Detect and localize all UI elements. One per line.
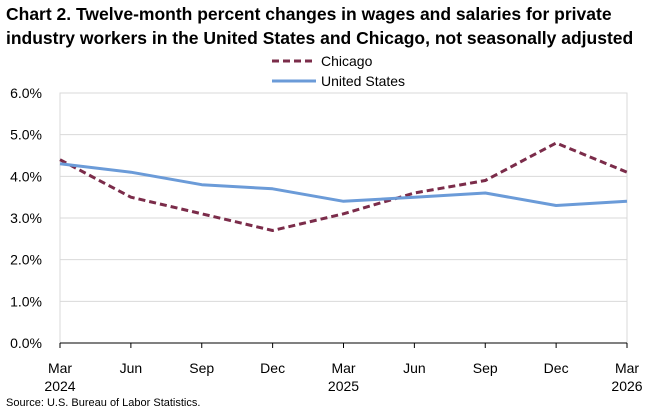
x-tick-label: Jun: [120, 360, 143, 376]
legend-label: United States: [321, 73, 405, 89]
x-tick-year-label: 2026: [611, 378, 642, 394]
x-tick-label: Mar: [331, 360, 355, 376]
chart-title-line-1: Chart 2. Twelve-month percent changes in…: [6, 4, 612, 24]
source-note: Source: U.S. Bureau of Labor Statistics.: [6, 397, 201, 409]
x-tick-label: Jun: [403, 360, 426, 376]
y-tick-label: 0.0%: [10, 335, 42, 351]
series-line-united-states: [59, 162, 628, 207]
y-tick-label: 2.0%: [10, 252, 42, 268]
x-tick-year-label: 2025: [328, 378, 359, 394]
chart-title-line-2: industry workers in the United States an…: [6, 28, 634, 48]
y-tick-label: 4.0%: [10, 168, 42, 184]
x-tick-label: Dec: [544, 360, 569, 376]
x-tick-label: Mar: [615, 360, 639, 376]
x-tick-label: Sep: [189, 360, 214, 376]
x-tick-label: Mar: [48, 360, 72, 376]
y-tick-label: 3.0%: [10, 210, 42, 226]
x-tick-year-label: 2024: [44, 378, 75, 394]
legend-label: Chicago: [321, 53, 373, 69]
series-line-chicago: [59, 141, 628, 232]
chart-title: Chart 2. Twelve-month percent changes in…: [6, 2, 661, 50]
y-tick-label: 1.0%: [10, 293, 42, 309]
y-tick-label: 5.0%: [10, 127, 42, 143]
x-tick-label: Sep: [473, 360, 498, 376]
y-tick-label: 6.0%: [10, 85, 42, 101]
x-tick-label: Dec: [260, 360, 285, 376]
